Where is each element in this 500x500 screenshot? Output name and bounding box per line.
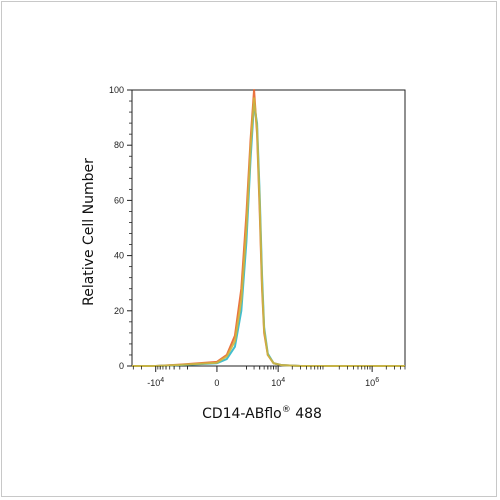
x-tick-label: 106 bbox=[365, 377, 379, 388]
x-tick-label: 0 bbox=[214, 378, 219, 388]
y-tick-label: 80 bbox=[114, 140, 124, 150]
plot-area bbox=[131, 89, 406, 367]
y-tick-label: 20 bbox=[114, 306, 124, 316]
x-axis: -104 0 104 106 bbox=[132, 366, 406, 388]
x-axis-title-suffix: 488 bbox=[291, 406, 322, 422]
series-group bbox=[132, 89, 405, 367]
y-tick-label: 40 bbox=[114, 251, 124, 261]
x-axis-title-sup: ® bbox=[282, 405, 291, 415]
y-axis: 0 20 40 60 80 100 bbox=[109, 85, 132, 371]
x-axis-title-main: CD14-ABflo bbox=[202, 406, 282, 422]
y-tick-label: 100 bbox=[109, 85, 124, 95]
y-tick-label: 60 bbox=[114, 195, 124, 205]
series-line-1 bbox=[132, 89, 405, 367]
x-tick-label: 104 bbox=[271, 377, 285, 388]
y-axis-title: Relative Cell Number bbox=[81, 158, 97, 306]
x-axis-title: CD14-ABflo® 488 bbox=[202, 405, 322, 422]
y-tick-label: 0 bbox=[119, 361, 124, 371]
series-line-3 bbox=[132, 97, 405, 367]
series-line-2 bbox=[132, 102, 405, 367]
x-tick-label: -104 bbox=[147, 377, 164, 388]
